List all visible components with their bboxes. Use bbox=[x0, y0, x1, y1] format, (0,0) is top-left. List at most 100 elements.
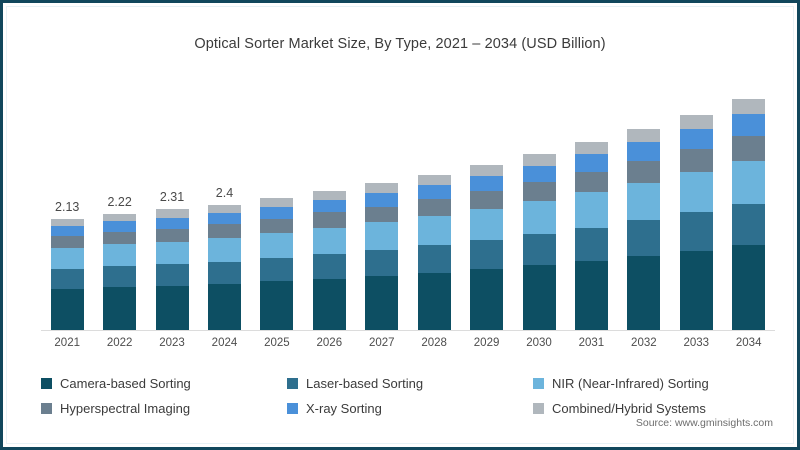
bar-segment[interactable] bbox=[627, 128, 661, 143]
bar-segment[interactable] bbox=[574, 227, 608, 262]
bar-segment[interactable] bbox=[417, 199, 451, 217]
stacked-bar[interactable] bbox=[365, 183, 399, 330]
legend-item[interactable]: Camera-based Sorting bbox=[41, 371, 283, 396]
bar-segment[interactable] bbox=[260, 281, 294, 330]
stacked-bar[interactable] bbox=[312, 191, 346, 330]
bar-segment[interactable] bbox=[312, 212, 346, 228]
bar-segment[interactable] bbox=[312, 278, 346, 330]
bar-segment[interactable] bbox=[522, 153, 556, 166]
bar-segment[interactable] bbox=[155, 228, 189, 242]
bar-segment[interactable] bbox=[470, 269, 504, 330]
bar-segment[interactable] bbox=[732, 135, 766, 161]
stacked-bar[interactable]: 2.22 bbox=[103, 195, 137, 330]
bar-segment[interactable] bbox=[522, 265, 556, 330]
bar-segment[interactable] bbox=[470, 191, 504, 209]
bar-segment[interactable] bbox=[679, 172, 713, 213]
bar-segment[interactable] bbox=[732, 160, 766, 205]
stacked-bar[interactable]: 2.31 bbox=[155, 190, 189, 330]
bar-segment[interactable] bbox=[155, 217, 189, 229]
bar-segment[interactable] bbox=[207, 224, 241, 239]
bar-segment[interactable] bbox=[312, 191, 346, 200]
bar-segment[interactable] bbox=[260, 233, 294, 258]
stacked-bar[interactable] bbox=[679, 114, 713, 330]
bar-segment[interactable] bbox=[365, 193, 399, 207]
bar-segment[interactable] bbox=[155, 241, 189, 265]
bar-segment[interactable] bbox=[103, 231, 137, 245]
legend-item[interactable]: Combined/Hybrid Systems bbox=[533, 396, 775, 421]
bar-segment[interactable] bbox=[155, 209, 189, 218]
bar-segment[interactable] bbox=[574, 141, 608, 155]
stacked-bar[interactable]: 2.13 bbox=[50, 200, 84, 330]
bar-segment[interactable] bbox=[103, 214, 137, 222]
bar-segment[interactable] bbox=[574, 154, 608, 172]
bar-segment[interactable] bbox=[260, 257, 294, 282]
bar-segment[interactable] bbox=[365, 183, 399, 194]
bar-segment[interactable] bbox=[50, 268, 84, 289]
bar-segment[interactable] bbox=[207, 284, 241, 330]
legend-item[interactable]: NIR (Near-Infrared) Sorting bbox=[533, 371, 775, 396]
bar-segment[interactable] bbox=[627, 142, 661, 161]
bar-segment[interactable] bbox=[574, 192, 608, 228]
bar-segment[interactable] bbox=[732, 245, 766, 330]
bar-segment[interactable] bbox=[103, 287, 137, 330]
bar-segment[interactable] bbox=[679, 128, 713, 149]
bar-segment[interactable] bbox=[155, 264, 189, 286]
bar-segment[interactable] bbox=[417, 245, 451, 274]
bar-segment[interactable] bbox=[50, 288, 84, 330]
bar-segment[interactable] bbox=[260, 198, 294, 208]
legend-item[interactable]: Laser-based Sorting bbox=[287, 371, 529, 396]
bar-segment[interactable] bbox=[207, 204, 241, 213]
bar-segment[interactable] bbox=[50, 247, 84, 269]
stacked-bar[interactable] bbox=[417, 174, 451, 330]
bar-segment[interactable] bbox=[365, 276, 399, 330]
bar-segment[interactable] bbox=[627, 182, 661, 221]
bar-segment[interactable] bbox=[365, 222, 399, 251]
bar-segment[interactable] bbox=[679, 212, 713, 252]
bar-segment[interactable] bbox=[365, 250, 399, 277]
bar-segment[interactable] bbox=[574, 261, 608, 330]
bar-segment[interactable] bbox=[574, 171, 608, 193]
bar-segment[interactable] bbox=[732, 204, 766, 246]
bar-segment[interactable] bbox=[312, 199, 346, 213]
bar-segment[interactable] bbox=[103, 266, 137, 288]
bar-segment[interactable] bbox=[312, 227, 346, 254]
bar-segment[interactable] bbox=[103, 221, 137, 232]
bar-segment[interactable] bbox=[50, 218, 84, 227]
bar-segment[interactable] bbox=[260, 207, 294, 220]
bar-segment[interactable] bbox=[417, 174, 451, 186]
bar-segment[interactable] bbox=[207, 261, 241, 285]
legend-item[interactable]: Hyperspectral Imaging bbox=[41, 396, 283, 421]
bar-segment[interactable] bbox=[365, 206, 399, 223]
bar-segment[interactable] bbox=[207, 212, 241, 225]
bar-segment[interactable] bbox=[260, 219, 294, 234]
stacked-bar[interactable] bbox=[522, 153, 556, 330]
stacked-bar[interactable] bbox=[470, 164, 504, 330]
bar-segment[interactable] bbox=[312, 253, 346, 279]
stacked-bar[interactable] bbox=[260, 198, 294, 330]
bar-segment[interactable] bbox=[417, 185, 451, 200]
bar-segment[interactable] bbox=[470, 239, 504, 270]
bar-segment[interactable] bbox=[627, 220, 661, 257]
stacked-bar[interactable] bbox=[627, 128, 661, 330]
bar-segment[interactable] bbox=[679, 251, 713, 330]
legend-item[interactable]: X-ray Sorting bbox=[287, 396, 529, 421]
bar-segment[interactable] bbox=[155, 285, 189, 330]
bar-segment[interactable] bbox=[522, 233, 556, 266]
bar-segment[interactable] bbox=[417, 216, 451, 246]
stacked-bar[interactable] bbox=[574, 141, 608, 330]
bar-segment[interactable] bbox=[627, 256, 661, 330]
bar-segment[interactable] bbox=[522, 182, 556, 201]
bar-segment[interactable] bbox=[103, 244, 137, 267]
bar-segment[interactable] bbox=[522, 200, 556, 234]
bar-segment[interactable] bbox=[679, 114, 713, 129]
bar-segment[interactable] bbox=[732, 99, 766, 115]
bar-segment[interactable] bbox=[470, 164, 504, 176]
bar-segment[interactable] bbox=[470, 175, 504, 192]
stacked-bar[interactable]: 2.4 bbox=[207, 186, 241, 330]
bar-segment[interactable] bbox=[50, 235, 84, 248]
bar-segment[interactable] bbox=[679, 148, 713, 173]
bar-segment[interactable] bbox=[470, 208, 504, 240]
bar-segment[interactable] bbox=[627, 160, 661, 183]
bar-segment[interactable] bbox=[50, 226, 84, 236]
bar-segment[interactable] bbox=[522, 165, 556, 183]
